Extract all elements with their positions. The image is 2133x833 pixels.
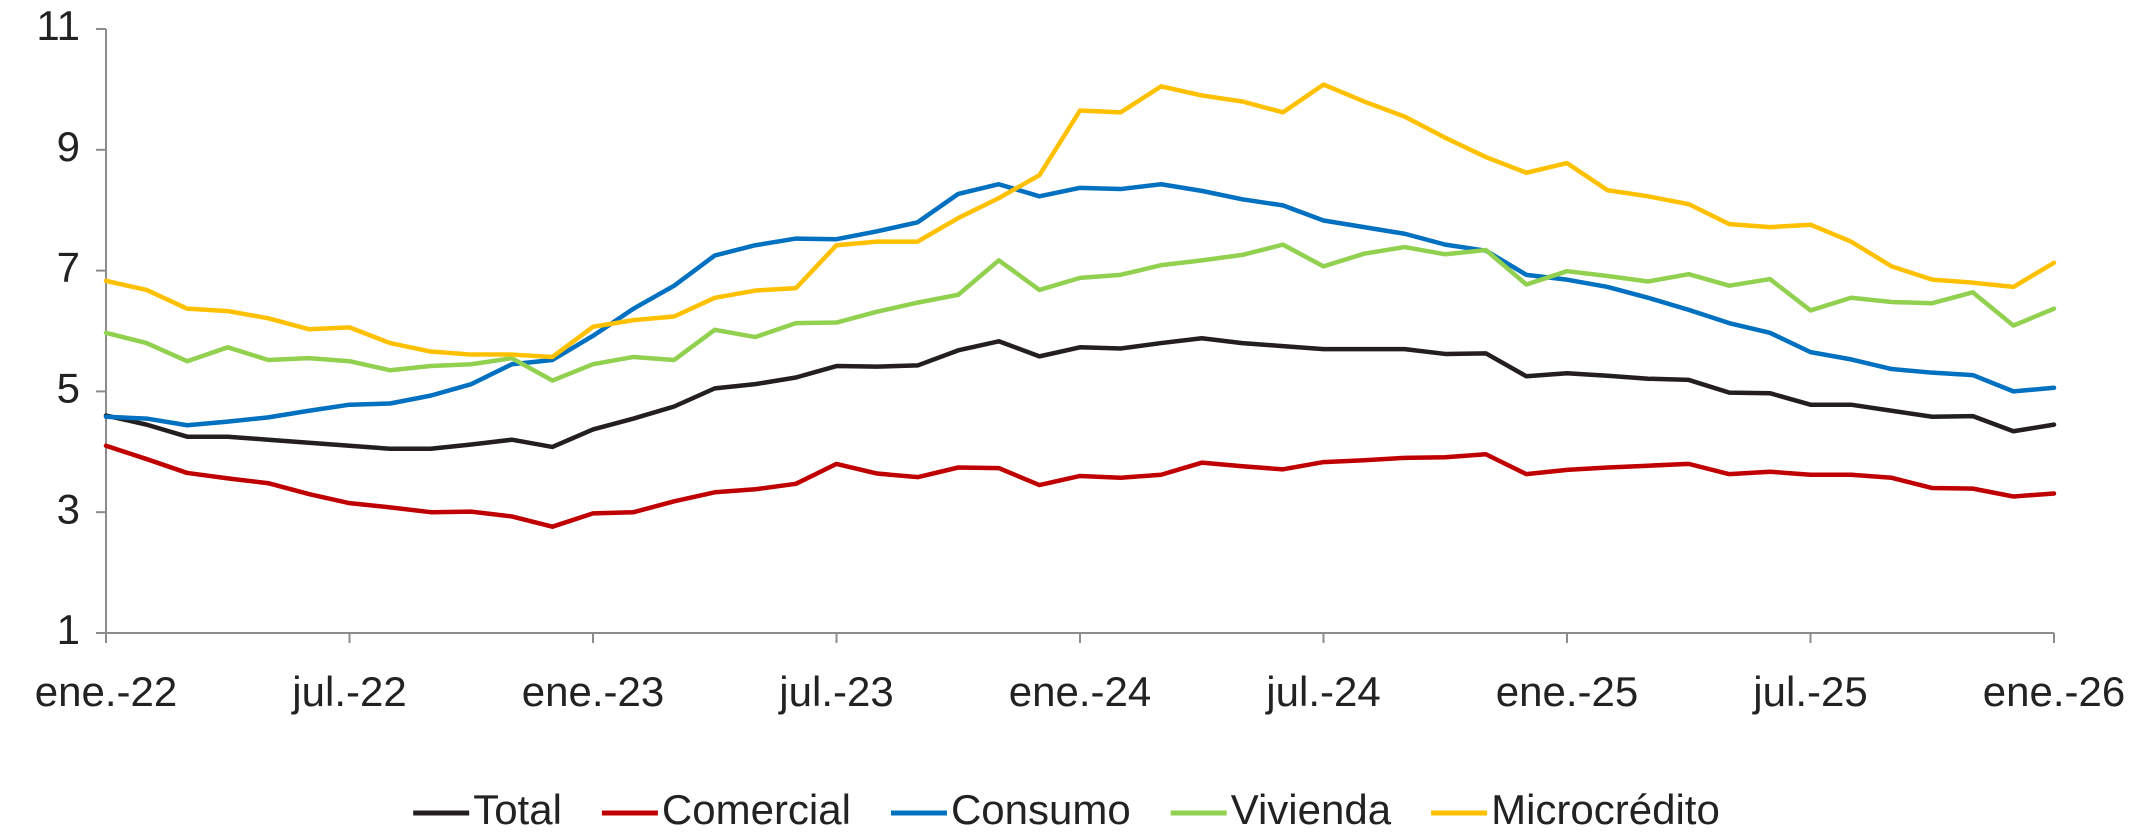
- x-tick-label: ene.-22: [35, 668, 177, 715]
- legend-label: Microcrédito: [1491, 786, 1720, 833]
- y-tick-label: 3: [57, 485, 80, 532]
- y-tick-label: 11: [36, 2, 80, 49]
- legend: Total Comercial Consumo Vivienda Microcrédit…: [413, 786, 1720, 833]
- x-tick-label: jul.-25: [1751, 668, 1867, 715]
- x-tick-label: jul.-23: [777, 668, 893, 715]
- y-tick-label: 9: [57, 123, 80, 170]
- legend-label: Vivienda: [1231, 786, 1392, 833]
- series-line: [103, 242, 2057, 383]
- series-line: [103, 336, 2057, 452]
- legend-label: Total: [473, 786, 562, 833]
- x-tick-label: ene.-26: [1983, 668, 2125, 715]
- y-tick-label: 7: [57, 244, 80, 291]
- x-tick-label: ene.-24: [1009, 668, 1151, 715]
- series-line: [103, 82, 2057, 360]
- y-tick-label: 1: [57, 606, 80, 653]
- series-line: [103, 443, 2057, 529]
- x-tick-label: jul.-24: [1264, 668, 1380, 715]
- x-tick-label: jul.-22: [290, 668, 406, 715]
- y-tick-label: 5: [57, 364, 80, 411]
- x-tick-label: ene.-25: [1496, 668, 1638, 715]
- legend-label: Consumo: [951, 786, 1131, 833]
- legend-label: Comercial: [662, 786, 851, 833]
- x-tick-label: ene.-23: [522, 668, 664, 715]
- series-line: [103, 181, 2057, 428]
